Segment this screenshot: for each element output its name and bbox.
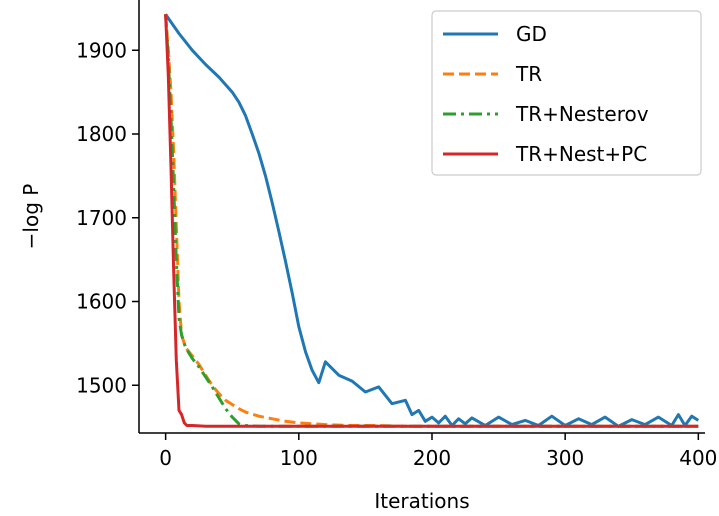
x-tick-label-2: 200 (413, 446, 451, 470)
y-tick-label-4: 1900 (76, 38, 127, 62)
x-tick-label-3: 300 (546, 446, 584, 470)
y-tick-label-1: 1600 (76, 290, 127, 314)
legend: GD TR TR+Nesterov TR+Nest+PC (431, 10, 702, 176)
y-tick-label-2: 1700 (76, 206, 127, 230)
series-line-3 (164, 14, 699, 428)
y-axis-label: −log P (19, 184, 43, 250)
series-line-0 (164, 13, 700, 428)
legend-label-2: TR+Nesterov (515, 102, 649, 126)
legend-label-0: GD (516, 22, 547, 46)
x-tick-label-1: 100 (280, 446, 318, 470)
legend-label-1: TR (515, 62, 542, 86)
legend-label-3: TR+Nest+PC (515, 142, 647, 166)
x-tick-label-0: 0 (159, 446, 172, 470)
legend-box (431, 10, 702, 176)
y-tick-label-0: 1500 (76, 373, 127, 397)
series-layer (164, 13, 700, 428)
x-tick-label-4: 400 (679, 446, 717, 470)
axes-layer: 0 100 200 300 400 1500 1600 1700 1800 1900 (76, 0, 717, 470)
y-tick-label-3: 1800 (76, 122, 127, 146)
x-axis-label: Iterations (374, 489, 469, 513)
